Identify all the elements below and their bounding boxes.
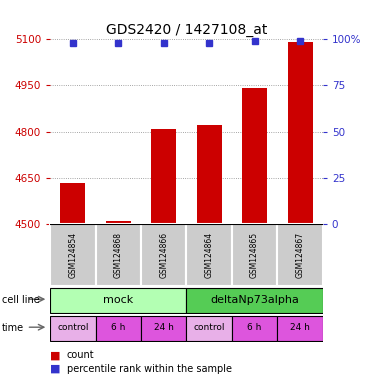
Bar <box>96 224 141 286</box>
Text: GSM124864: GSM124864 <box>205 232 214 278</box>
Bar <box>50 316 96 341</box>
Text: percentile rank within the sample: percentile rank within the sample <box>67 364 232 374</box>
Bar <box>50 224 96 286</box>
Bar <box>141 224 187 286</box>
Text: GSM124865: GSM124865 <box>250 232 259 278</box>
Bar <box>232 224 278 286</box>
Bar <box>96 316 141 341</box>
Bar <box>187 288 323 313</box>
Bar <box>187 316 232 341</box>
Text: control: control <box>57 323 89 332</box>
Text: time: time <box>2 323 24 333</box>
Bar <box>242 88 267 224</box>
Text: mock: mock <box>103 295 134 305</box>
Text: control: control <box>193 323 225 332</box>
Text: ■: ■ <box>50 364 60 374</box>
Bar <box>278 224 323 286</box>
Text: 24 h: 24 h <box>290 323 310 332</box>
Bar <box>141 316 187 341</box>
Text: cell line: cell line <box>2 295 40 305</box>
Text: 6 h: 6 h <box>111 323 125 332</box>
Text: GSM124866: GSM124866 <box>159 232 168 278</box>
Text: 24 h: 24 h <box>154 323 174 332</box>
Bar <box>106 221 131 224</box>
Title: GDS2420 / 1427108_at: GDS2420 / 1427108_at <box>106 23 267 37</box>
Bar <box>60 182 85 224</box>
Text: count: count <box>67 350 94 360</box>
Text: deltaNp73alpha: deltaNp73alpha <box>210 295 299 305</box>
Bar <box>197 126 221 224</box>
Text: GSM124867: GSM124867 <box>296 232 305 278</box>
Bar <box>50 288 187 313</box>
Text: GSM124868: GSM124868 <box>114 232 123 278</box>
Bar <box>151 129 176 224</box>
Bar <box>278 316 323 341</box>
Text: ■: ■ <box>50 350 60 360</box>
Bar <box>187 224 232 286</box>
Text: 6 h: 6 h <box>247 323 262 332</box>
Bar <box>288 42 312 224</box>
Text: GSM124854: GSM124854 <box>68 232 77 278</box>
Bar <box>232 316 278 341</box>
